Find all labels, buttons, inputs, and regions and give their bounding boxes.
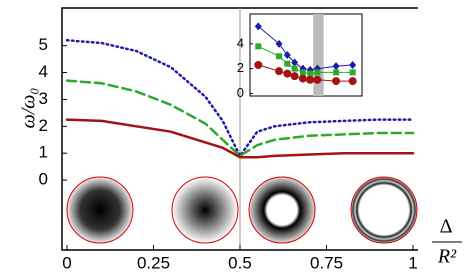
y-axis-label: ω/ω₀ (18, 88, 40, 129)
series-line (65, 79, 415, 158)
y-tick-label: 3 (39, 89, 48, 108)
point (283, 69, 292, 78)
y-tick-label: 5 (39, 35, 48, 54)
point (291, 58, 299, 67)
x-tick-label: 0.25 (137, 253, 170, 272)
point (283, 51, 291, 59)
series-line (65, 118, 415, 159)
point (291, 65, 298, 72)
mode-disk (248, 176, 316, 244)
point (333, 69, 340, 76)
x-tick-label: 1 (408, 253, 417, 272)
point (313, 75, 322, 84)
point (332, 62, 340, 71)
point (348, 77, 357, 86)
point (255, 43, 262, 50)
mode-disk (350, 176, 418, 244)
point (314, 69, 321, 76)
x-tick-label: 0.5 (228, 253, 252, 272)
point (275, 67, 284, 76)
point (332, 77, 341, 86)
y-tick-label: 4 (237, 35, 244, 50)
point (307, 70, 314, 77)
y-tick-label: 1 (39, 143, 48, 162)
mode-images (66, 176, 418, 244)
y-tick-label: 0 (237, 85, 244, 100)
point (275, 39, 283, 48)
inset-background (249, 13, 363, 97)
highlight-band (313, 14, 324, 96)
point (349, 60, 357, 69)
point (254, 22, 262, 31)
point (284, 60, 291, 67)
mode-disk (66, 176, 134, 244)
point (298, 74, 307, 83)
point (299, 69, 306, 76)
point (306, 75, 315, 84)
mode-disk (171, 176, 239, 244)
y-tick-label: 2 (39, 116, 48, 135)
point (290, 72, 299, 81)
x-axis-label: Δ (440, 216, 453, 238)
y-tick-label: 4 (39, 62, 48, 81)
y-tick-label: 0 (39, 170, 48, 189)
y-tick-label: 2 (237, 60, 244, 75)
x-tick-label: 0.75 (310, 253, 343, 272)
point (254, 60, 263, 69)
point (276, 53, 283, 60)
x-tick-label: 0 (62, 253, 71, 272)
point (349, 69, 356, 76)
x-axis-label: R² (437, 246, 457, 268)
